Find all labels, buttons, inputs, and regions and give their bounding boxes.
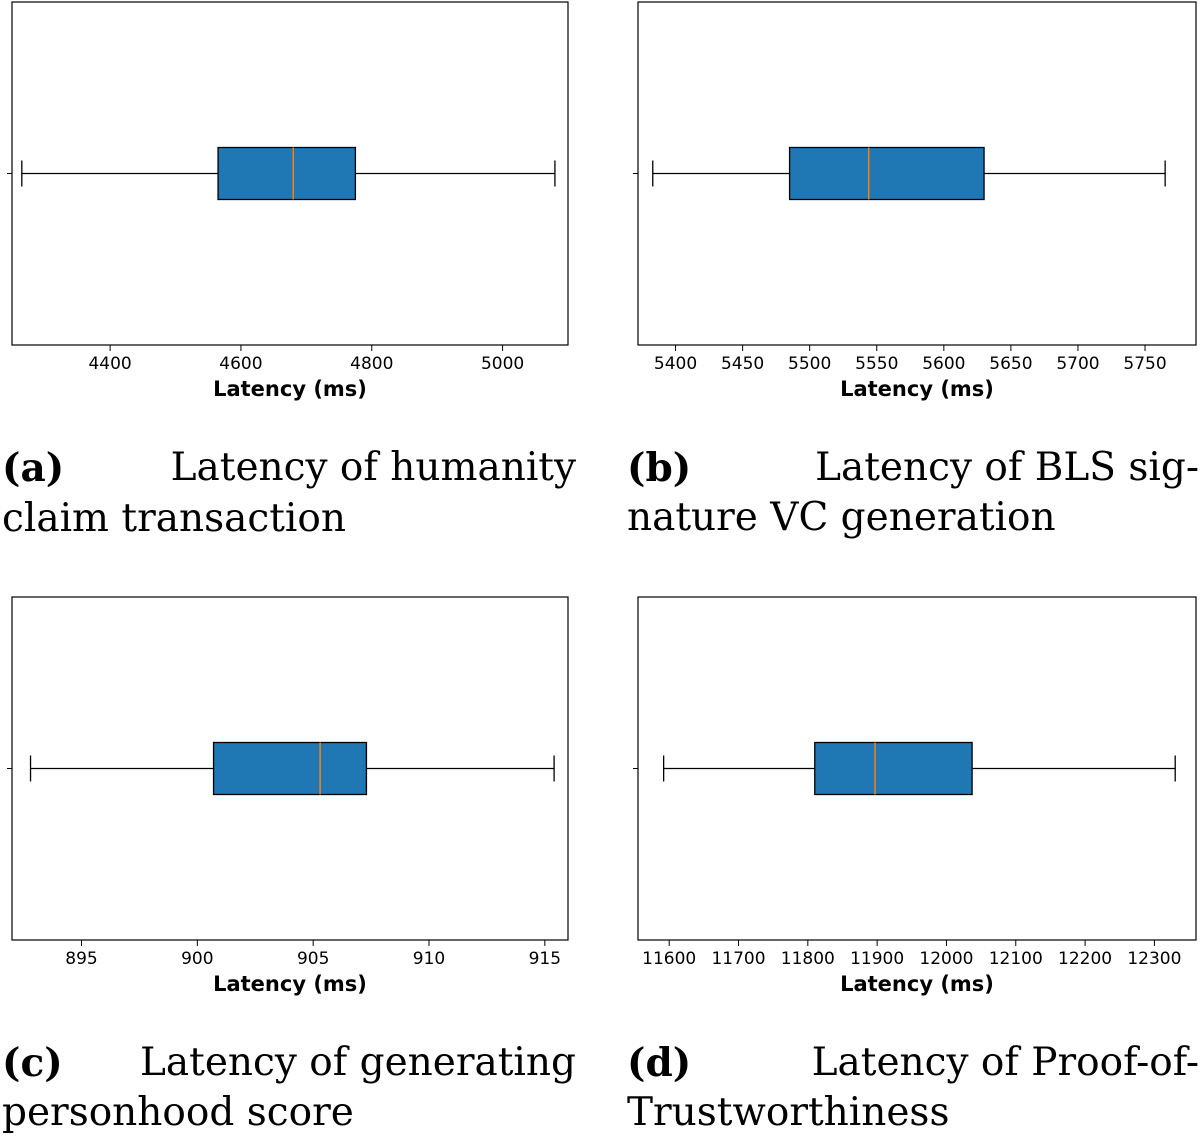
x-tick-label-b: 5400 bbox=[654, 354, 697, 374]
x-tick-label-a: 4400 bbox=[88, 354, 131, 374]
x-tick-label-a: 4600 bbox=[219, 354, 262, 374]
x-tick-label-a: 5000 bbox=[481, 354, 524, 374]
x-tick-label-d: 11600 bbox=[642, 949, 696, 969]
box-iqr-a bbox=[217, 146, 357, 201]
caption-d-line2: Trustworthiness bbox=[627, 1090, 950, 1135]
caption-tag-b: (b) bbox=[627, 445, 692, 491]
x-tick-label-d: 12100 bbox=[989, 949, 1043, 969]
x-tick-label-b: 5600 bbox=[922, 354, 965, 374]
x-tick-label-b: 5650 bbox=[989, 354, 1032, 374]
x-tick-label-b: 5700 bbox=[1056, 354, 1099, 374]
x-tick-label-d: 12200 bbox=[1058, 949, 1112, 969]
x-tick-label-c: 895 bbox=[65, 949, 97, 969]
x-tick-label-c: 910 bbox=[413, 949, 445, 969]
caption-a: (a) Latency of humanity claim transaction bbox=[2, 443, 576, 544]
x-tick-label-b: 5500 bbox=[788, 354, 831, 374]
x-tick-label-b: 5750 bbox=[1123, 354, 1166, 374]
caption-b-line1: Latency of BLS sig- bbox=[815, 445, 1199, 490]
x-axis-label-d: Latency (ms) bbox=[840, 972, 994, 996]
caption-a-line1: Latency of humanity bbox=[170, 445, 576, 490]
caption-c-line2: personhood score bbox=[2, 1090, 354, 1135]
caption-d-line1: Latency of Proof-of- bbox=[811, 1040, 1199, 1085]
box-iqr-d bbox=[814, 741, 973, 796]
caption-a-line2: claim transaction bbox=[2, 496, 346, 541]
x-tick-label-a: 4800 bbox=[350, 354, 393, 374]
caption-b: (b) Latency of BLS sig- nature VC generat… bbox=[627, 443, 1199, 543]
x-tick-label-d: 11700 bbox=[711, 949, 765, 969]
box-iqr-b bbox=[788, 146, 985, 201]
x-tick-label-d: 11900 bbox=[850, 949, 904, 969]
caption-tag-c: (c) bbox=[2, 1040, 63, 1086]
caption-c: (c) Latency of generating personhood scor… bbox=[2, 1038, 576, 1138]
x-tick-label-d: 12300 bbox=[1127, 949, 1181, 969]
x-tick-label-c: 905 bbox=[297, 949, 329, 969]
x-tick-label-b: 5450 bbox=[721, 354, 764, 374]
x-axis-label-b: Latency (ms) bbox=[840, 377, 994, 401]
caption-c-line1: Latency of generating bbox=[140, 1040, 576, 1085]
caption-d: (d) Latency of Proof-of- Trustworthiness bbox=[627, 1038, 1199, 1138]
x-tick-label-d: 11800 bbox=[781, 949, 835, 969]
x-tick-label-b: 5550 bbox=[855, 354, 898, 374]
box-iqr-c bbox=[212, 741, 368, 796]
x-axis-label-a: Latency (ms) bbox=[213, 377, 367, 401]
x-axis-label-c: Latency (ms) bbox=[213, 972, 367, 996]
x-tick-label-c: 915 bbox=[529, 949, 561, 969]
caption-tag-a: (a) bbox=[2, 445, 65, 491]
caption-tag-d: (d) bbox=[627, 1040, 692, 1086]
x-tick-label-c: 900 bbox=[181, 949, 213, 969]
x-tick-label-d: 12000 bbox=[919, 949, 973, 969]
caption-b-line2: nature VC generation bbox=[627, 495, 1056, 540]
